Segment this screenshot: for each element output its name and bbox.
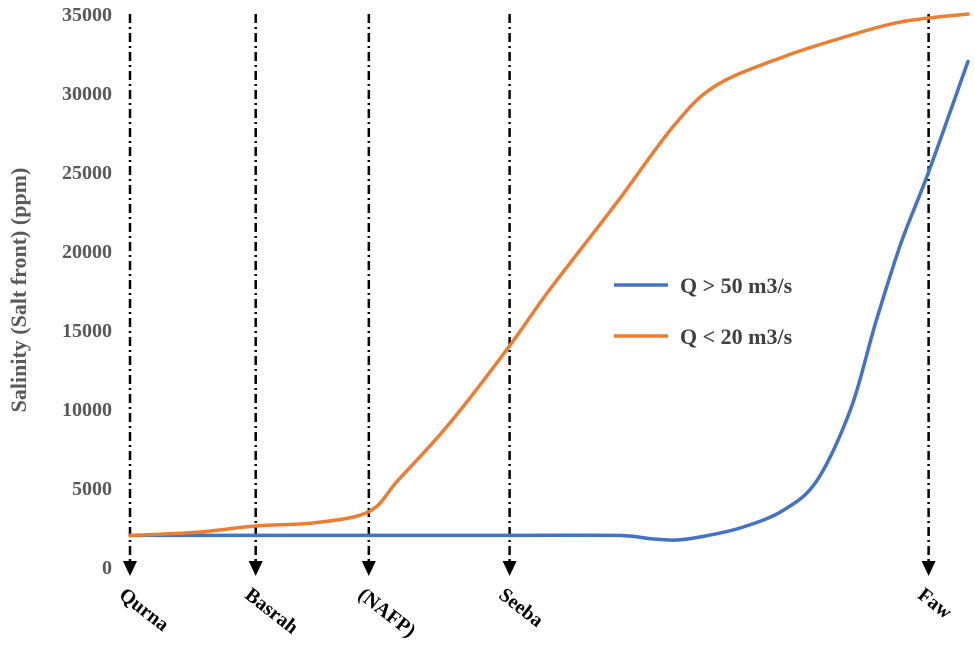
legend-label: Q > 50 m3/s — [680, 273, 793, 298]
station-label: Faw — [914, 584, 957, 624]
station-label: (NAFP) — [354, 584, 420, 642]
legend-label: Q < 20 m3/s — [680, 324, 793, 349]
y-tick-label: 10000 — [62, 399, 112, 421]
y-tick-label: 20000 — [62, 241, 112, 263]
y-axis: 0 5000 10000 15000 20000 25000 30000 35000 — [62, 4, 112, 579]
legend: Q > 50 m3/s Q < 20 m3/s — [614, 273, 793, 349]
station-labels: Qurna Basrah (NAFP) Seeba Faw — [115, 584, 956, 642]
y-tick-label: 15000 — [62, 320, 112, 342]
y-axis-label: Salinity (Salt front) (ppm) — [6, 168, 31, 413]
y-tick-label: 5000 — [72, 478, 112, 500]
y-tick-label: 0 — [102, 557, 112, 579]
series-line — [128, 12, 970, 538]
station-arrow — [248, 561, 263, 576]
series-lines — [128, 12, 970, 542]
station-arrow — [123, 561, 137, 576]
station-arrow — [361, 561, 376, 576]
series-line — [128, 59, 970, 542]
y-tick-label: 25000 — [62, 162, 112, 184]
station-label: Seeba — [495, 584, 548, 632]
station-arrow — [921, 561, 936, 576]
y-tick-label: 30000 — [62, 83, 112, 105]
station-arrow — [502, 561, 517, 576]
station-lines — [123, 14, 936, 576]
station-label: Qurna — [115, 584, 173, 636]
y-tick-label: 35000 — [62, 4, 112, 26]
station-label: Basrah — [241, 584, 303, 639]
